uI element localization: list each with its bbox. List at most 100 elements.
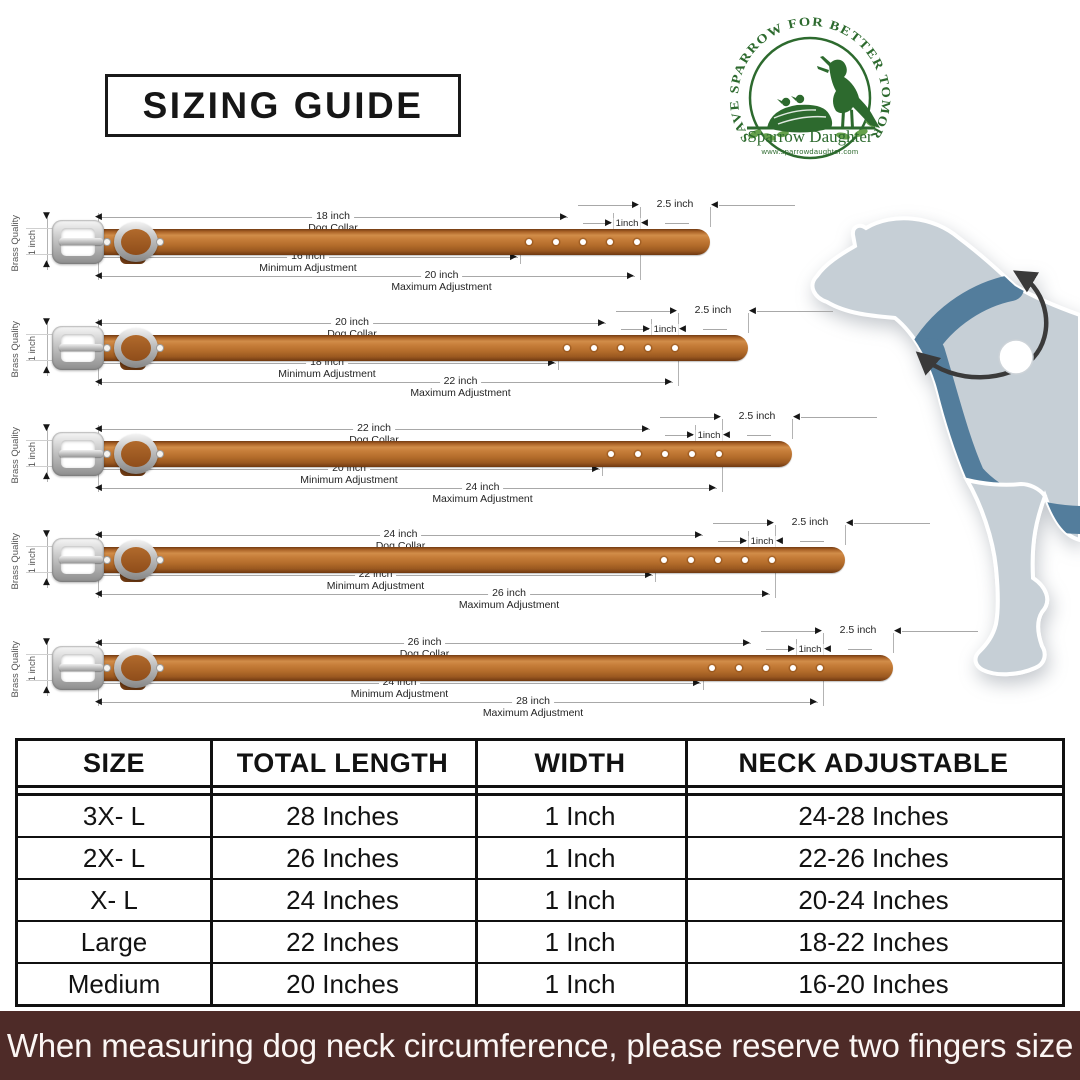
column-separator — [210, 741, 213, 1004]
strap-width-label: 1 inch — [27, 336, 38, 362]
left-label-outer-wrap: Brass Quality — [10, 508, 21, 614]
rivet — [157, 557, 163, 563]
width-dim-line — [47, 532, 48, 588]
hole-gap-leader — [583, 223, 611, 224]
max-adjust-value: 20 inch — [420, 270, 463, 281]
table-cell: Medium — [67, 968, 161, 999]
tip-dim-leader — [713, 523, 767, 524]
min-adjust-caption: Minimum Adjustment — [255, 262, 361, 274]
arrow-left-icon: ◀ — [95, 483, 102, 493]
arrow-right-icon: ▶ — [740, 536, 747, 546]
table-cell: 20 Inches — [286, 968, 399, 999]
table-cell: 3X- L — [82, 800, 146, 831]
table-cell: 24 Inches — [286, 884, 399, 915]
adjustment-hole — [716, 451, 722, 457]
tip-dim-leader — [578, 205, 632, 206]
hole-gap-leader — [621, 329, 649, 330]
hole-gap-value: 1inch — [796, 643, 824, 655]
table-header-2: WIDTH — [534, 747, 626, 778]
adjustment-hole — [817, 665, 823, 671]
arrow-left-icon: ◀ — [711, 200, 718, 210]
arrow-right-icon: ▶ — [767, 518, 774, 528]
hole-gap-tick — [613, 213, 614, 235]
tip-tick — [748, 313, 749, 333]
table-cell: 1 Inch — [544, 926, 616, 957]
hole-gap-value: 1inch — [695, 429, 723, 441]
collar-strap — [100, 441, 792, 467]
adjustment-hole — [769, 557, 775, 563]
strap-width-label: 1 inch — [27, 442, 38, 468]
tip-tick — [845, 525, 846, 545]
brass-quality-label: Brass Quality — [10, 320, 21, 378]
adjustment-hole — [661, 557, 667, 563]
table-cell: 28 Inches — [286, 800, 399, 831]
arrow-right-icon: ▶ — [605, 218, 612, 228]
sparrow-bird-icon — [817, 56, 880, 128]
adjustment-hole — [645, 345, 651, 351]
table-cell: 20-24 Inches — [798, 884, 949, 915]
arrow-right-icon: ▶ — [810, 697, 817, 707]
column-separator — [475, 741, 478, 1004]
max-adjust-line — [98, 702, 818, 703]
arrow-right-icon: ▶ — [510, 252, 517, 262]
width-dim-line — [47, 426, 48, 482]
arrow-right-icon: ▶ — [670, 306, 677, 316]
arrow-right-icon: ▶ — [815, 626, 822, 636]
keeper-loop-inner — [121, 655, 151, 681]
min-adjust-caption: Minimum Adjustment — [346, 688, 453, 700]
rivet — [104, 451, 110, 457]
rivet — [104, 345, 110, 351]
arrow-left-icon: ◀ — [95, 638, 102, 648]
arrow-left-icon: ◀ — [95, 377, 102, 387]
brass-quality-label: Brass Quality — [10, 640, 21, 698]
width-dim-line — [47, 320, 48, 376]
table-header-1: TOTAL LENGTH — [236, 747, 449, 778]
tip-dim-leader — [660, 417, 714, 418]
arrow-right-icon: ▶ — [709, 483, 716, 493]
collar-length-caption: Dog Collar — [371, 540, 430, 552]
max-adjust-value: 26 inch — [488, 588, 530, 599]
footer-note-text: When measuring dog neck circumference, p… — [6, 1026, 1074, 1064]
collar-strap — [100, 335, 748, 361]
dog-front-leg — [962, 476, 1050, 677]
column-separator — [685, 741, 688, 1004]
arrow-left-icon: ◀ — [95, 212, 102, 222]
table-row: Medium 20 Inches 1 Inch 16-20 Inches — [18, 962, 1062, 1004]
min-adjust-caption: Minimum Adjustment — [274, 368, 380, 380]
buckle-prong — [59, 238, 103, 245]
arrow-left-icon: ◀ — [95, 271, 102, 281]
arrow-right-icon: ▶ — [560, 212, 567, 222]
adjustment-hole — [662, 451, 668, 457]
arrow-up-icon: ▲ — [43, 259, 50, 269]
arrow-left-icon: ◀ — [894, 626, 901, 636]
collar-length-value: 20 inch — [331, 317, 373, 328]
max-adjust-line — [98, 382, 673, 383]
adjustment-hole — [672, 345, 678, 351]
arrow-right-icon: ▶ — [642, 424, 649, 434]
left-label-outer-wrap: Brass Quality — [10, 296, 21, 402]
table-cell: 24-28 Inches — [798, 800, 949, 831]
hole-gap-leader — [665, 223, 689, 224]
arrow-up-icon: ▲ — [43, 365, 50, 375]
table-row: X- L 24 Inches 1 Inch 20-24 Inches — [18, 878, 1062, 920]
adjustment-hole — [553, 239, 559, 245]
collar-length-value: 26 inch — [403, 637, 446, 648]
arrow-left-icon: ◀ — [95, 318, 102, 328]
hole-gap-tick — [651, 319, 652, 341]
table-row: 2X- L 26 Inches 1 Inch 22-26 Inches — [18, 836, 1062, 878]
collar-row-1: Brass Quality 1 inch ▼ ▲ ◀ ▶ 18 inch Dog Collar… — [0, 190, 1080, 296]
arrow-right-icon: ▶ — [632, 200, 639, 210]
arrow-left-icon: ◀ — [723, 430, 730, 440]
hole-gap-value: 1inch — [613, 217, 641, 229]
keeper-loop-inner — [121, 335, 151, 361]
collar-row-3: Brass Quality 1 inch ▼ ▲ ◀ ▶ 22 inch Dog Collar… — [0, 402, 1080, 508]
min-adjust-value: 24 inch — [378, 677, 421, 688]
arrow-down-icon: ▼ — [43, 637, 50, 647]
arrow-up-icon: ▲ — [43, 685, 50, 695]
nest-icon — [767, 94, 833, 133]
hole-gap-leader — [665, 435, 693, 436]
arrow-right-icon: ▶ — [643, 324, 650, 334]
min-adjust-caption: Minimum Adjustment — [296, 474, 402, 486]
collar-length-caption: Dog Collar — [345, 434, 403, 446]
